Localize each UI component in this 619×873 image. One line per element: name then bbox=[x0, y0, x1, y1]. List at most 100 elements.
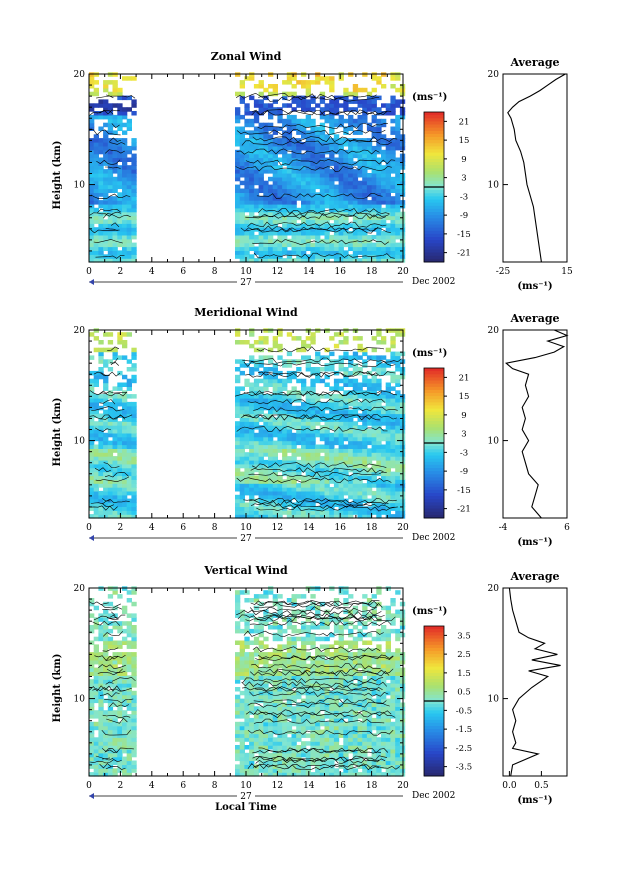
average-x-tick-label: 15 bbox=[561, 267, 573, 277]
colorbar-tick-label: -0.5 bbox=[456, 706, 472, 716]
date-marker-bg bbox=[237, 533, 255, 542]
average-line bbox=[504, 329, 569, 519]
x-tick-label: 12 bbox=[272, 267, 283, 277]
date-arrow bbox=[89, 793, 94, 799]
average-profile: Average 10 20 0.0 0.5 (ms⁻¹) bbox=[488, 570, 568, 806]
y-axis: 10 20 bbox=[74, 70, 403, 252]
x-tick-label: 4 bbox=[149, 523, 155, 533]
average-x-label: (ms⁻¹) bbox=[517, 537, 552, 548]
colorbar-tick-label: 0.5 bbox=[457, 688, 471, 698]
average-x-label: (ms⁻¹) bbox=[517, 795, 552, 806]
x-tick-label: 14 bbox=[303, 523, 315, 533]
x-tick-label: 2 bbox=[118, 523, 124, 533]
date-arrow bbox=[89, 279, 94, 285]
x-tick-label: 20 bbox=[397, 267, 409, 277]
panel-title: Zonal Wind bbox=[211, 50, 282, 63]
x-tick-label: 2 bbox=[118, 267, 124, 277]
colorbar-tick-label: -21 bbox=[457, 505, 471, 515]
average-y-tick-label: 20 bbox=[488, 326, 500, 336]
average-x-label: (ms⁻¹) bbox=[517, 281, 552, 292]
date-axis: 27 Dec 2002 bbox=[89, 791, 455, 802]
y-tick-label: 20 bbox=[74, 326, 86, 336]
date-marker: 27 bbox=[240, 278, 252, 288]
panel-title: Meridional Wind bbox=[194, 306, 298, 319]
date-marker-bg bbox=[237, 791, 255, 800]
average-line bbox=[507, 73, 566, 263]
x-tick-label: 12 bbox=[272, 781, 283, 791]
x-tick-label: 14 bbox=[303, 781, 315, 791]
x-tick-label: 0 bbox=[86, 781, 92, 791]
heatmap-cells bbox=[89, 72, 406, 263]
colorbar-tick-label: -15 bbox=[457, 230, 471, 240]
colorbar-units: (ms⁻¹) bbox=[412, 348, 447, 359]
x-axis: 0 2 4 6 8 10 12 14 16 18 20 bbox=[86, 74, 409, 277]
date-marker-bg bbox=[237, 277, 255, 286]
x-tick-label: 18 bbox=[366, 781, 378, 791]
colorbar-tick-label: 3.5 bbox=[457, 631, 471, 641]
average-title: Average bbox=[509, 312, 559, 325]
average-title: Average bbox=[509, 570, 559, 583]
x-tick-label: 8 bbox=[212, 267, 218, 277]
x-tick-label: 4 bbox=[149, 267, 155, 277]
date-label: Dec 2002 bbox=[412, 277, 455, 287]
x-axis-label: Local Time bbox=[215, 802, 277, 813]
date-label: Dec 2002 bbox=[412, 533, 455, 543]
colorbar: (ms⁻¹) 21 15 9 3 -3 -9 -15 -21 bbox=[412, 348, 471, 519]
x-tick-label: 16 bbox=[334, 267, 346, 277]
contour-lines bbox=[89, 346, 402, 512]
x-tick-label: 10 bbox=[240, 523, 252, 533]
date-label: Dec 2002 bbox=[412, 791, 455, 801]
x-tick-label: 20 bbox=[397, 523, 409, 533]
x-tick-label: 12 bbox=[272, 523, 283, 533]
x-tick-label: 4 bbox=[149, 781, 155, 791]
x-tick-label: 0 bbox=[86, 267, 92, 277]
average-frame bbox=[502, 329, 568, 519]
y-tick-label: 10 bbox=[74, 695, 86, 705]
x-tick-label: 0 bbox=[86, 523, 92, 533]
x-axis: 0 2 4 6 8 10 12 14 16 18 20 bbox=[86, 588, 409, 791]
colorbar-units: (ms⁻¹) bbox=[412, 92, 447, 103]
contour-lines bbox=[88, 599, 400, 771]
x-tick-label: 2 bbox=[118, 781, 124, 791]
date-axis: 27 Dec 2002 bbox=[89, 533, 455, 544]
average-frame bbox=[502, 73, 568, 263]
average-line bbox=[508, 587, 561, 777]
colorbar-tick-label: 3 bbox=[461, 430, 466, 440]
colorbar-tick-label: 2.5 bbox=[457, 650, 471, 660]
x-tick-label: 6 bbox=[180, 267, 186, 277]
colorbar-tick-label: 9 bbox=[461, 411, 466, 421]
x-axis: 0 2 4 6 8 10 12 14 16 18 20 bbox=[86, 330, 409, 533]
average-y-tick-label: 10 bbox=[488, 437, 500, 447]
average-frame bbox=[502, 587, 568, 777]
x-tick-label: 6 bbox=[180, 523, 186, 533]
colorbar-tick-label: -2.5 bbox=[456, 744, 472, 754]
y-axis-label: Height (km) bbox=[52, 654, 63, 723]
x-tick-label: 8 bbox=[212, 523, 218, 533]
date-arrow bbox=[89, 535, 94, 541]
contour-lines bbox=[89, 92, 398, 259]
colorbar-tick-label: -3 bbox=[460, 448, 468, 458]
x-tick-label: 18 bbox=[366, 523, 378, 533]
average-title: Average bbox=[509, 56, 559, 69]
colorbar-tick-label: 1.5 bbox=[457, 669, 471, 679]
average-y-tick-label: 20 bbox=[488, 584, 500, 594]
colorbar-tick-label: -15 bbox=[457, 486, 471, 496]
average-x-tick-label: -25 bbox=[496, 267, 511, 277]
colorbar-tick-label: 3 bbox=[461, 174, 466, 184]
average-x-tick-label: 0.5 bbox=[534, 781, 549, 791]
colorbar: (ms⁻¹) 21 15 9 3 -3 -9 -15 -21 bbox=[412, 92, 471, 263]
colorbar-tick-label: 15 bbox=[459, 136, 470, 146]
y-axis-label: Height (km) bbox=[52, 398, 63, 467]
average-profile: Average 10 20 -4 6 (ms⁻¹) bbox=[488, 312, 571, 548]
colorbar-tick-label: -9 bbox=[460, 467, 468, 477]
date-marker: 27 bbox=[240, 534, 252, 544]
y-tick-label: 20 bbox=[74, 584, 86, 594]
average-x-tick-label: 0.0 bbox=[502, 781, 517, 791]
y-axis: 10 20 bbox=[74, 584, 403, 766]
x-tick-label: 10 bbox=[240, 267, 252, 277]
panel-2: Meridional Wind Height (km) 0 2 4 6 8 10 12 14 16 1… bbox=[52, 306, 570, 548]
x-tick-label: 16 bbox=[334, 523, 346, 533]
colorbar-tick-label: 9 bbox=[461, 155, 466, 165]
